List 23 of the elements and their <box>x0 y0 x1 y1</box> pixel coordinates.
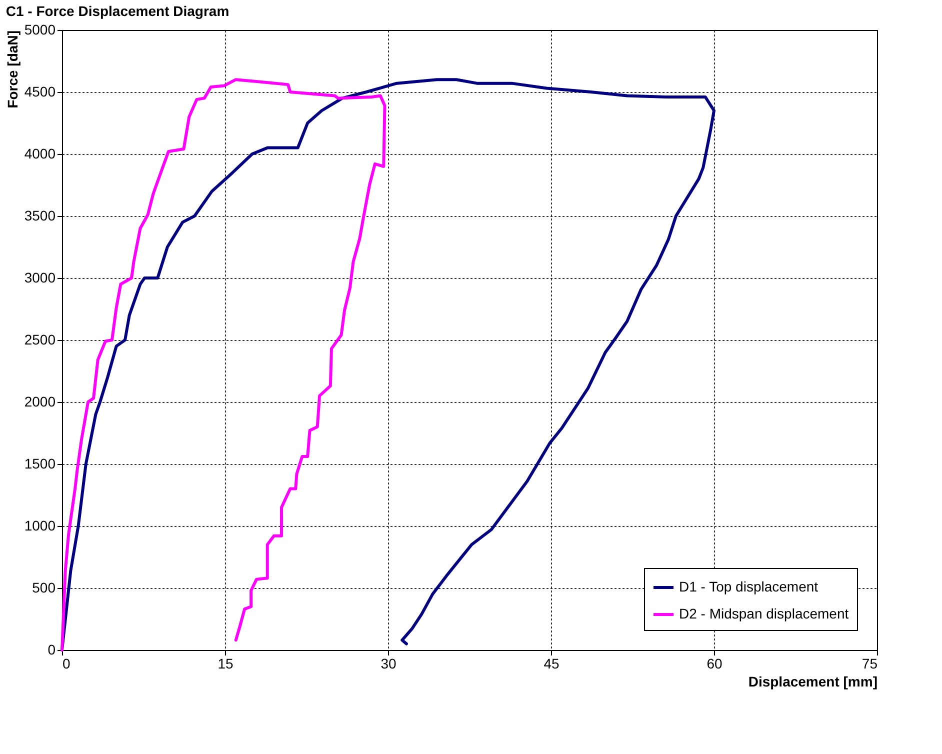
y-tick-label: 1000 <box>24 518 56 534</box>
y-tick-label: 4500 <box>24 84 56 100</box>
chart-title: C1 - Force Displacement Diagram <box>6 3 230 19</box>
y-tick-label: 500 <box>32 580 56 596</box>
x-tick-label: 60 <box>706 656 722 672</box>
x-tick-label: 45 <box>544 656 560 672</box>
y-tick-label: 2000 <box>24 394 56 410</box>
line-series <box>60 78 386 652</box>
x-tick-label: 15 <box>218 656 234 672</box>
y-tick-label: 1500 <box>24 456 56 472</box>
legend-label: D2 - Midspan displacement <box>679 606 849 622</box>
x-tick-label: 75 <box>862 656 878 672</box>
y-tick-label: 5000 <box>24 22 56 38</box>
y-tick-label: 0 <box>48 642 56 658</box>
y-tick-label: 3000 <box>24 270 56 286</box>
x-tick-label: 0 <box>62 656 70 672</box>
x-tick-label: 30 <box>380 656 396 672</box>
y-tick-label: 2500 <box>24 332 56 348</box>
y-axis-title: Force [daN] <box>4 30 20 108</box>
legend-label: D1 - Top displacement <box>679 578 818 594</box>
x-axis-title: Displacement [mm] <box>748 674 878 690</box>
y-tick-label: 4000 <box>24 146 56 162</box>
y-tick-label: 3500 <box>24 208 56 224</box>
